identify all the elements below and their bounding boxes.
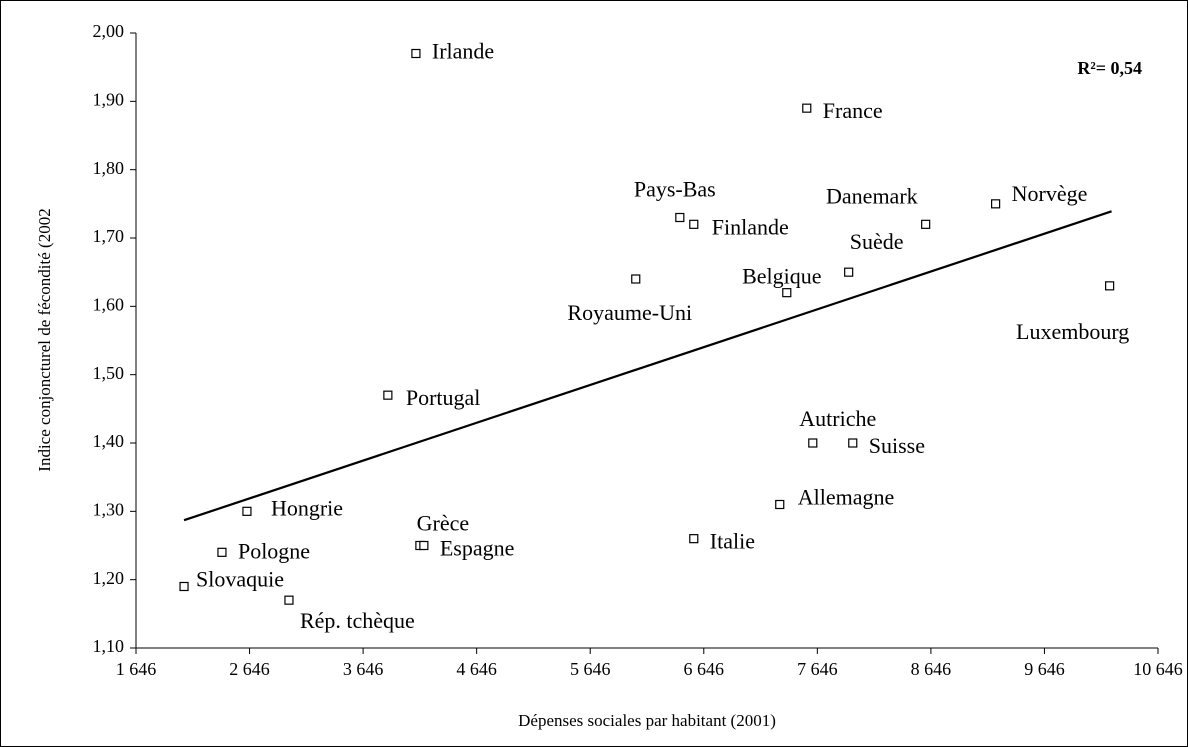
point-label: Belgique	[742, 264, 821, 289]
point	[808, 438, 818, 448]
point	[689, 219, 699, 229]
point	[991, 199, 1001, 209]
point-label: Rép. tchèque	[300, 608, 415, 633]
x-axis-label: Dépenses sociales par habitant (2001)	[518, 711, 776, 730]
point-label: Grèce	[417, 511, 470, 536]
point-label: Suède	[850, 229, 904, 254]
point-label: Pays-Bas	[634, 177, 716, 202]
y-tick-label: 1,50	[93, 363, 125, 383]
point-label: Suisse	[869, 433, 925, 458]
point	[921, 219, 931, 229]
point	[782, 288, 792, 298]
point-label: Hongrie	[271, 495, 343, 520]
point	[179, 581, 189, 592]
x-tick-label: 9 646	[1024, 659, 1065, 679]
y-tick-label: 2,00	[93, 21, 125, 41]
point	[1105, 281, 1115, 291]
point-label: Portugal	[406, 385, 481, 410]
point	[802, 103, 812, 113]
y-tick-label: 1,70	[93, 226, 125, 246]
y-axis-label: Indice conjoncturel de fécondité (2002	[35, 208, 54, 471]
y-tick-label: 1,90	[93, 89, 125, 109]
x-tick-label: 6 646	[684, 659, 725, 679]
point-label: Luxembourg	[1016, 319, 1129, 344]
point	[844, 267, 854, 277]
x-tick-label: 10 646	[1133, 659, 1183, 679]
point	[383, 390, 393, 400]
point	[848, 438, 858, 448]
point-label: France	[823, 98, 883, 123]
x-tick-label: 1 646	[116, 659, 157, 679]
point-label: Irlande	[432, 39, 494, 64]
point-label: Italie	[710, 529, 755, 554]
point-label: Autriche	[799, 406, 876, 431]
point	[284, 595, 294, 605]
point	[689, 534, 699, 544]
point	[631, 274, 641, 284]
point	[217, 547, 227, 557]
y-tick-label: 1,20	[93, 568, 125, 588]
point	[675, 212, 685, 223]
point-label: Finlande	[712, 214, 789, 239]
y-tick-label: 1,30	[93, 499, 125, 519]
point	[242, 506, 252, 516]
y-tick-label: 1,40	[93, 431, 125, 451]
y-tick-label: 1,10	[93, 636, 125, 656]
point-label: Espagne	[440, 536, 515, 561]
x-tick-label: 2 646	[229, 659, 270, 679]
trendline	[183, 210, 1112, 522]
x-tick-label: 7 646	[797, 659, 838, 679]
point-label: Royaume-Uni	[567, 300, 692, 325]
point-label: Danemark	[826, 183, 918, 208]
x-tick-label: 4 646	[456, 659, 497, 679]
x-tick-label: 3 646	[343, 659, 384, 679]
y-tick-label: 1,60	[93, 294, 125, 314]
point	[419, 540, 429, 551]
point-label: Slovaquie	[196, 567, 284, 592]
point-label: Allemagne	[798, 485, 895, 510]
annotation: R²= 0,54	[1077, 58, 1142, 78]
x-tick-label: 8 646	[911, 659, 952, 679]
point-label: Pologne	[238, 538, 310, 563]
point	[775, 499, 785, 510]
point-label: Norvège	[1012, 181, 1088, 206]
point	[411, 48, 421, 59]
x-tick-label: 5 646	[570, 659, 611, 679]
y-tick-label: 1,80	[93, 158, 125, 178]
